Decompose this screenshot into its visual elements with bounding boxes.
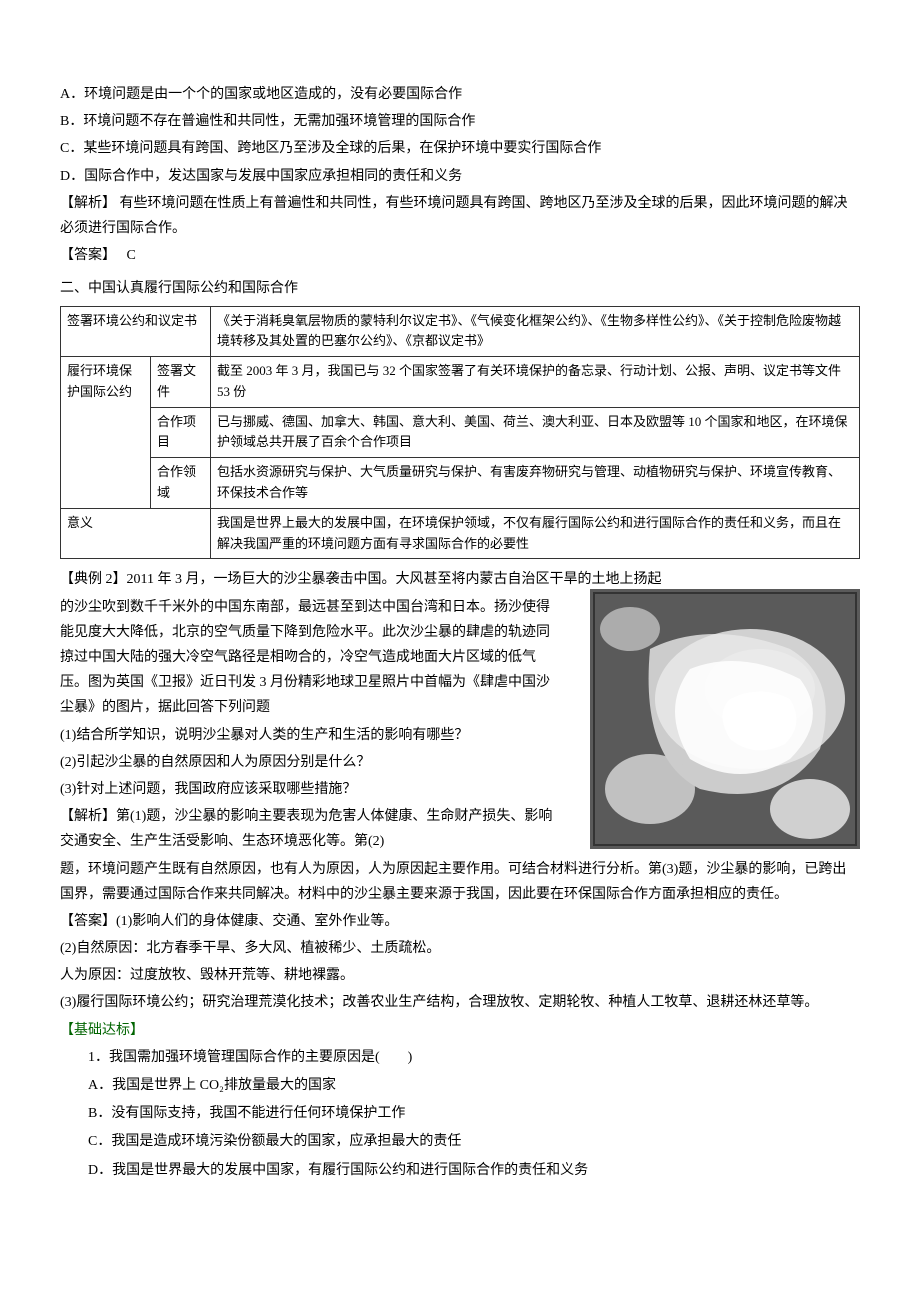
option-c: C．某些环境问题具有跨国、跨地区乃至涉及全球的后果，在保护环境中要实行国际合作 xyxy=(60,136,860,161)
cell-sign-convention: 签署环境公约和议定书 xyxy=(61,306,211,357)
cell-significance: 意义 xyxy=(61,508,211,559)
analysis-row: 【解析】 有些环境问题在性质上有普遍性和共同性，有些环境问题具有跨国、跨地区乃至… xyxy=(60,191,860,241)
basics-q1c: C．我国是造成环境污染份额最大的国家，应承担最大的责任 xyxy=(60,1129,860,1154)
option-a: A．环境问题是由一个个的国家或地区造成的，没有必要国际合作 xyxy=(60,82,860,107)
basics-q1b: B．没有国际支持，我国不能进行任何环境保护工作 xyxy=(60,1101,860,1126)
answer-label: 【答案】 xyxy=(60,914,116,929)
basics-q1a: A．我国是世界上 CO₂排放量最大的国家 xyxy=(60,1073,860,1098)
cell-coop-fields: 合作领域 xyxy=(151,458,211,509)
satellite-image xyxy=(590,589,860,849)
example-2-answer-2: (2)自然原因：北方春季干旱、多大风、植被稀少、土质疏松。 xyxy=(60,936,860,961)
answer-text: C xyxy=(127,248,136,263)
example-2-q3: (3)针对上述问题，我国政府应该采取哪些措施？ xyxy=(60,777,560,802)
basics-title: 【基础达标】 xyxy=(60,1018,860,1043)
example-2-p1: 的沙尘吹到数千千米外的中国东南部，最远甚至到达中国台湾和日本。扬沙使得能见度大大… xyxy=(60,595,560,721)
answer-label: 【答案】 xyxy=(60,248,109,263)
table-row: 合作项目 已与挪威、德国、加拿大、韩国、意大利、美国、荷兰、澳大利亚、日本及欧盟… xyxy=(61,407,860,458)
cell-conventions-list: 《关于消耗臭氧层物质的蒙特利尔议定书》、《气候变化框架公约》、《生物多样性公约》… xyxy=(211,306,860,357)
example-2-q2: (2)引起沙尘暴的自然原因和人为原因分别是什么？ xyxy=(60,750,560,775)
example-2-answer-2b: 人为原因：过度放牧、毁林开荒等、耕地裸露。 xyxy=(60,963,860,988)
cell-coop-fields-detail: 包括水资源研究与保护、大气质量研究与保护、有害废弃物研究与管理、动植物研究与保护… xyxy=(211,458,860,509)
analysis-text-1: 第(1)题，沙尘暴的影响主要表现为危害人体健康、生命财产损失、影响交通安全、生产… xyxy=(60,809,552,849)
convention-table: 签署环境公约和议定书 《关于消耗臭氧层物质的蒙特利尔议定书》、《气候变化框架公约… xyxy=(60,306,860,560)
cell-significance-detail: 我国是世界上最大的发展中国，在环境保护领域，不仅有履行国际公约和进行国际合作的责… xyxy=(211,508,860,559)
cell-sign-docs: 签署文件 xyxy=(151,357,211,408)
example-2-analysis-p2: 题，环境问题产生既有自然原因，也有人为原因，人为原因起主要作用。可结合材料进行分… xyxy=(60,857,860,907)
table-row: 意义 我国是世界上最大的发展中国，在环境保护领域，不仅有履行国际公约和进行国际合… xyxy=(61,508,860,559)
analysis-label: 【解析】 xyxy=(60,196,116,211)
example-2-answer-1: 【答案】(1)影响人们的身体健康、交通、室外作业等。 xyxy=(60,909,860,934)
cell-sign-docs-detail: 截至 2003 年 3 月，我国已与 32 个国家签署了有关环境保护的备忘录、行… xyxy=(211,357,860,408)
section-2-title: 二、中国认真履行国际公约和国际合作 xyxy=(60,276,860,301)
basics-q1: 1．我国需加强环境管理国际合作的主要原因是( ) xyxy=(60,1045,860,1070)
basics-q1d: D．我国是世界最大的发展中国家，有履行国际公约和进行国际合作的责任和义务 xyxy=(60,1158,860,1183)
example-2-analysis-p1: 【解析】第(1)题，沙尘暴的影响主要表现为危害人体健康、生命财产损失、影响交通安… xyxy=(60,804,560,854)
table-row: 合作领域 包括水资源研究与保护、大气质量研究与保护、有害废弃物研究与管理、动植物… xyxy=(61,458,860,509)
answer-1-text: (1)影响人们的身体健康、交通、室外作业等。 xyxy=(116,914,398,929)
analysis-text: 有些环境问题在性质上有普遍性和共同性，有些环境问题具有跨国、跨地区乃至涉及全球的… xyxy=(60,196,848,236)
example-2-block: 【典例 2】2011 年 3 月，一场巨大的沙尘暴袭击中国。大风甚至将内蒙古自治… xyxy=(60,567,860,854)
analysis-label: 【解析】 xyxy=(60,809,116,824)
cell-coop-projects-detail: 已与挪威、德国、加拿大、韩国、意大利、美国、荷兰、澳大利亚、日本及欧盟等 10 … xyxy=(211,407,860,458)
option-d: D．国际合作中，发达国家与发展中国家应承担相同的责任和义务 xyxy=(60,164,860,189)
cell-fulfill-convention: 履行环境保护国际公约 xyxy=(61,357,151,509)
cell-coop-projects: 合作项目 xyxy=(151,407,211,458)
example-2-q1: (1)结合所学知识，说明沙尘暴对人类的生产和生活的影响有哪些？ xyxy=(60,723,560,748)
example-2-answer-3: (3)履行国际环境公约；研究治理荒漠化技术；改善农业生产结构，合理放牧、定期轮牧… xyxy=(60,990,860,1015)
option-b: B．环境问题不存在普遍性和共同性，无需加强环境管理的国际合作 xyxy=(60,109,860,134)
satellite-svg xyxy=(590,589,860,849)
answer-row: 【答案】 C xyxy=(60,243,860,268)
table-row: 签署环境公约和议定书 《关于消耗臭氧层物质的蒙特利尔议定书》、《气候变化框架公约… xyxy=(61,306,860,357)
table-row: 履行环境保护国际公约 签署文件 截至 2003 年 3 月，我国已与 32 个国… xyxy=(61,357,860,408)
